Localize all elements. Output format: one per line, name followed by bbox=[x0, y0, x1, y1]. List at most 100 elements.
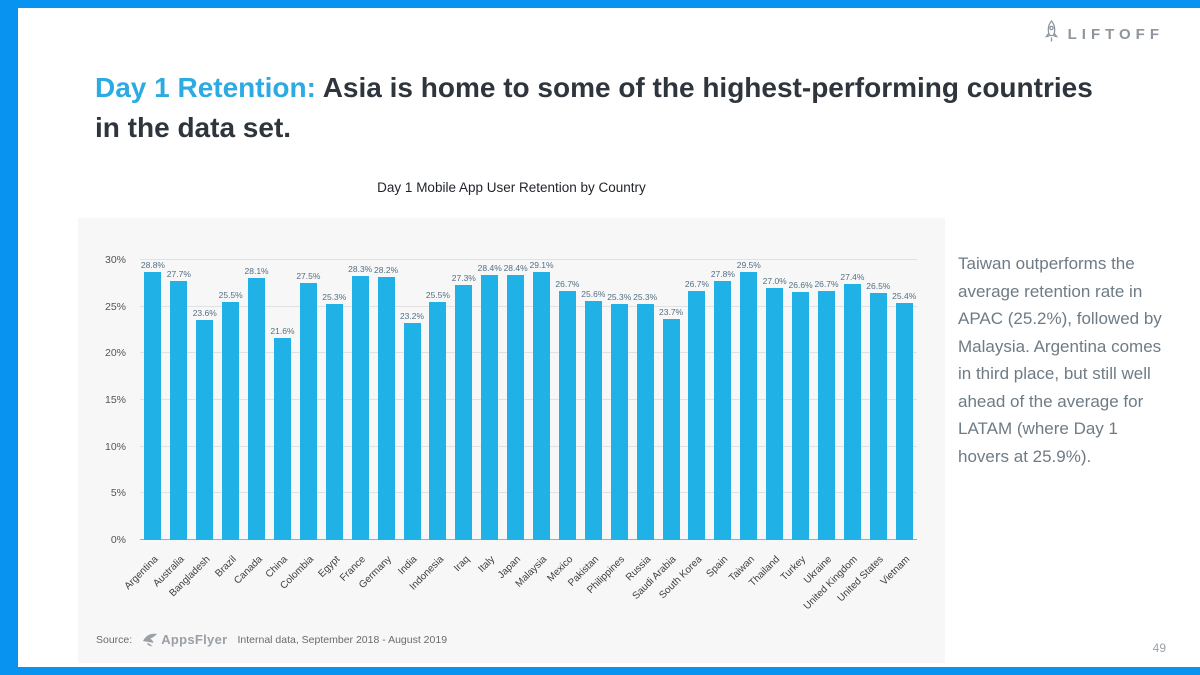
bar-value-label: 23.7% bbox=[659, 306, 684, 317]
bar-value-label: 27.5% bbox=[296, 271, 321, 282]
bar bbox=[325, 303, 343, 540]
x-label-cell: Argentina bbox=[123, 546, 166, 632]
bar bbox=[170, 281, 188, 540]
bar-column: 25.3% bbox=[606, 260, 632, 540]
gridline bbox=[140, 492, 917, 494]
top-accent-bar bbox=[0, 0, 1200, 8]
bar bbox=[533, 272, 551, 540]
bar-value-label: 28.4% bbox=[477, 262, 502, 273]
appsflyer-bird-icon bbox=[143, 633, 158, 646]
bar-value-label: 23.2% bbox=[399, 311, 425, 322]
bar-column: 26.7% bbox=[684, 260, 710, 540]
x-label-cell: Malaysia bbox=[514, 546, 555, 632]
x-tick-label: India bbox=[396, 554, 420, 578]
bar-column: 23.7% bbox=[658, 260, 684, 540]
bar-column: 28.4% bbox=[477, 260, 503, 540]
bar-value-label: 28.4% bbox=[503, 262, 528, 273]
x-label-cell: Philippines bbox=[585, 546, 632, 632]
x-label-cell: Taiwan bbox=[727, 546, 762, 632]
bar-column: 25.5% bbox=[425, 260, 451, 540]
x-tick-label: Iraq bbox=[451, 554, 472, 574]
bar-column: 28.8% bbox=[140, 260, 166, 540]
left-accent-bar bbox=[0, 0, 18, 675]
x-label-cell: Japan bbox=[496, 546, 529, 632]
x-label-cell: Italy bbox=[477, 546, 503, 632]
x-label-cell: United States bbox=[836, 546, 891, 632]
bar-value-label: 21.6% bbox=[270, 326, 295, 337]
x-label-cell: Colombia bbox=[279, 546, 321, 632]
x-label-cell: Brazil bbox=[213, 546, 244, 632]
bar-value-label: 25.6% bbox=[581, 289, 606, 300]
bar-column: 25.3% bbox=[632, 260, 658, 540]
liftoff-wordmark: LIFTOFF bbox=[1067, 26, 1164, 43]
bar-value-label: 25.3% bbox=[607, 291, 632, 302]
bar-value-label: 25.3% bbox=[633, 291, 658, 302]
y-axis: 0% 5% 10% 15% 20% 25% 30% bbox=[86, 254, 132, 546]
x-label-cell: Spain bbox=[705, 546, 736, 632]
bar-column: 27.4% bbox=[839, 260, 865, 540]
x-label-cell: France bbox=[338, 546, 373, 632]
y-tick-label: 15% bbox=[104, 394, 126, 406]
bar bbox=[455, 285, 473, 540]
plot-area: 28.8% 27.7% 23.6% 25.5% 28.1% 21.6% 27.5% 25.3%… bbox=[140, 259, 917, 540]
bar bbox=[636, 303, 654, 540]
bar-column: 23.2% bbox=[399, 260, 425, 540]
bar-value-label: 25.3% bbox=[322, 291, 347, 302]
bar-value-label: 28.1% bbox=[244, 265, 269, 276]
x-label-cell: Germany bbox=[357, 546, 399, 632]
bar-column: 27.8% bbox=[710, 260, 736, 540]
page-title-rest: Asia is home to some of the highest-perf… bbox=[95, 72, 1093, 143]
x-label-cell: Bangladesh bbox=[167, 546, 218, 632]
bar-column: 26.6% bbox=[788, 260, 814, 540]
bar-column: 26.5% bbox=[865, 260, 891, 540]
bar bbox=[299, 283, 317, 540]
source-note: Internal data, September 2018 - August 2… bbox=[237, 633, 448, 646]
chart-title: Day 1 Mobile App User Retention by Count… bbox=[377, 180, 646, 195]
y-tick-label: 30% bbox=[104, 254, 126, 266]
bar bbox=[584, 301, 602, 540]
source-label: Source: bbox=[96, 633, 133, 646]
bar bbox=[740, 272, 758, 540]
bar-value-label: 28.3% bbox=[348, 263, 373, 274]
bar-column: 27.5% bbox=[295, 260, 321, 540]
x-label-cell: Canada bbox=[232, 546, 270, 632]
bar bbox=[248, 277, 266, 540]
bar-column: 27.3% bbox=[451, 260, 477, 540]
bar bbox=[196, 319, 214, 540]
chart-panel: 0% 5% 10% 15% 20% 25% 30% 28.8% 27.7% 23.6% 25.5%… bbox=[78, 218, 945, 663]
y-tick-label: 25% bbox=[104, 300, 126, 313]
bar-value-label: 26.7% bbox=[555, 278, 580, 289]
bar bbox=[610, 303, 628, 540]
bar-column: 29.1% bbox=[529, 260, 555, 540]
bar-column: 25.4% bbox=[891, 260, 917, 540]
gridline bbox=[140, 259, 917, 260]
bar-value-label: 25.5% bbox=[425, 290, 450, 300]
x-tick-label: Italy bbox=[476, 554, 498, 575]
bar bbox=[818, 290, 836, 540]
bar-column: 29.5% bbox=[736, 260, 762, 540]
x-label-cell: China bbox=[264, 546, 296, 632]
y-tick-label: 5% bbox=[110, 487, 126, 500]
bar bbox=[714, 280, 732, 540]
page-title-highlight: Day 1 Retention: bbox=[95, 72, 316, 103]
gridline bbox=[140, 399, 917, 400]
x-tick-label: Argentina bbox=[122, 554, 161, 593]
page-number: 49 bbox=[1152, 641, 1166, 655]
bar bbox=[273, 338, 291, 540]
bar-value-label: 27.7% bbox=[166, 269, 191, 280]
bar-value-label: 27.4% bbox=[840, 272, 865, 283]
bar bbox=[895, 302, 913, 540]
bar bbox=[403, 323, 421, 540]
appsflyer-logo: AppsFlyer bbox=[142, 632, 227, 647]
bar-column: 21.6% bbox=[270, 260, 296, 540]
bar-value-label: 27.8% bbox=[710, 268, 735, 279]
bar-value-label: 26.7% bbox=[684, 278, 710, 289]
bar bbox=[351, 275, 369, 540]
bar bbox=[507, 274, 525, 540]
x-label-cell: Thailand bbox=[748, 546, 788, 632]
x-label-cell: South Korea bbox=[658, 546, 710, 632]
bar bbox=[377, 276, 395, 540]
x-label-cell: Indonesia bbox=[407, 546, 451, 632]
bar bbox=[766, 288, 784, 540]
bar-value-label: 27.0% bbox=[762, 276, 787, 286]
